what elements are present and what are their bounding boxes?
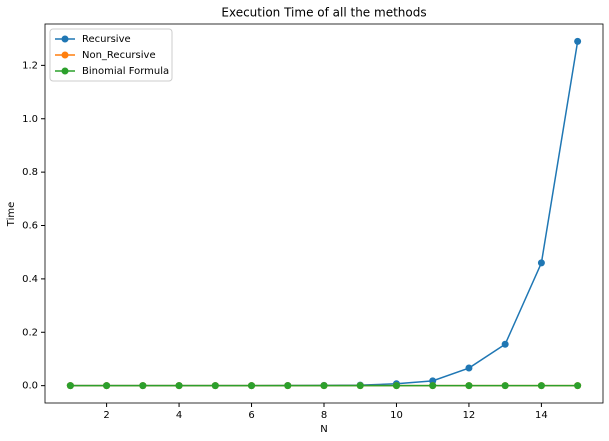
marker: [501, 382, 509, 390]
legend-marker: [61, 67, 69, 75]
marker: [501, 340, 509, 348]
legend-label: Recursive: [82, 34, 131, 45]
chart-title: Execution Time of all the methods: [221, 6, 426, 20]
x-tick-label: 6: [248, 410, 254, 421]
marker: [103, 382, 111, 390]
y-tick-label: 1.2: [22, 60, 38, 71]
y-tick-label: 0.8: [22, 167, 38, 178]
plot-frame: [44, 23, 604, 404]
marker: [574, 382, 582, 390]
y-tick-label: 0.4: [22, 274, 38, 285]
marker: [537, 259, 545, 267]
marker: [248, 382, 256, 390]
marker: [284, 382, 292, 390]
x-tick-label: 10: [390, 410, 403, 421]
legend-box: [49, 28, 173, 82]
y-tick-label: 1.0: [22, 114, 38, 125]
marker: [175, 382, 183, 390]
x-tick-label: 8: [321, 410, 327, 421]
marker: [537, 382, 545, 390]
y-axis-label: Time: [6, 202, 17, 227]
marker: [320, 382, 328, 390]
legend-label: Non_Recursive: [82, 50, 156, 61]
y-tick-label: 0.0: [22, 381, 38, 392]
marker: [574, 37, 582, 45]
marker: [465, 364, 473, 372]
x-tick-label: 12: [463, 410, 476, 421]
marker: [392, 382, 400, 390]
y-tick-label: 0.6: [22, 221, 38, 232]
legend-label: Binomial Formula: [82, 66, 169, 77]
marker: [211, 382, 219, 390]
legend-marker: [61, 35, 69, 43]
marker: [66, 382, 74, 390]
marker: [429, 377, 437, 385]
marker: [465, 382, 473, 390]
marker: [139, 382, 147, 390]
x-tick-label: 2: [103, 410, 109, 421]
x-axis-label: N: [320, 424, 327, 435]
marker: [429, 382, 437, 390]
legend-marker: [61, 51, 69, 59]
x-tick-label: 14: [535, 410, 548, 421]
y-tick-label: 0.2: [22, 327, 38, 338]
marker: [356, 382, 364, 390]
x-tick-label: 4: [176, 410, 182, 421]
